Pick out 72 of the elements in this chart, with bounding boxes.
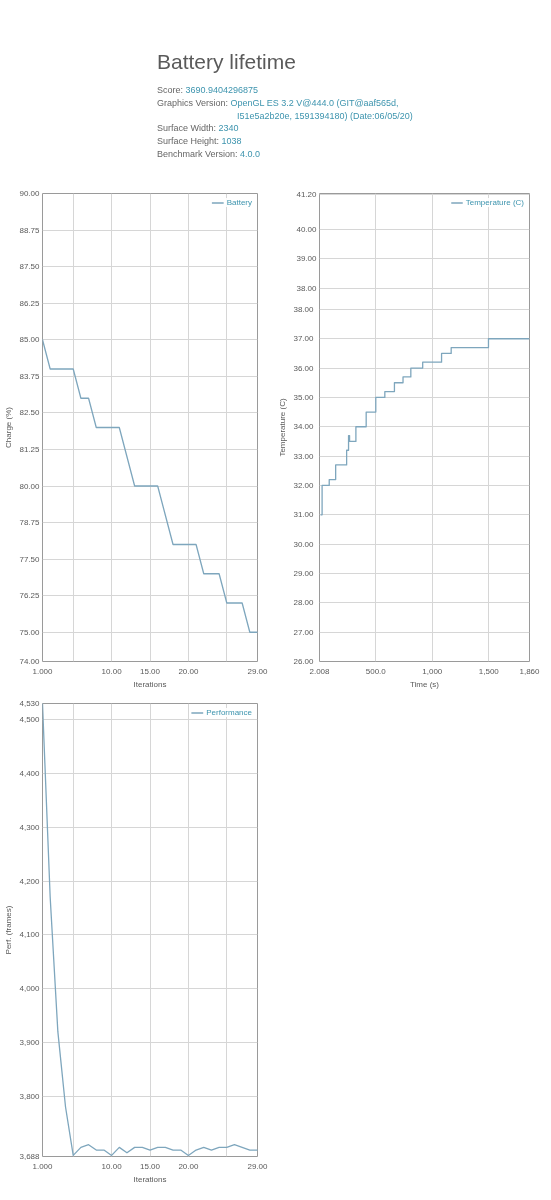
y-tick-label: 78.75	[19, 518, 41, 528]
line-series	[42, 703, 258, 1157]
x-tick-label: 1.000	[32, 666, 54, 676]
y-tick-label: 74.00	[19, 657, 41, 666]
x-axis-title: Iterations	[133, 1174, 167, 1184]
y-tick-label: 26.00	[293, 657, 315, 666]
y2-tick-label: 41.20	[296, 189, 318, 199]
y-axis-title: Charge (%)	[4, 406, 14, 448]
x-tick-label: 20.00	[178, 666, 199, 676]
y-tick-label: 31.00	[293, 510, 315, 520]
y-tick-label: 4,300	[19, 822, 41, 832]
y-tick-label: 36.00	[293, 363, 315, 373]
legend-label: Performance	[206, 708, 252, 717]
line-series	[42, 339, 258, 633]
text: Score: 3690.9404296875	[157, 85, 259, 95]
y-tick-label: 35.00	[293, 392, 315, 402]
x-tick-label: 29.00	[247, 1161, 269, 1171]
y-tick-label: 30.00	[293, 539, 315, 549]
y-tick-label: 88.75	[19, 225, 41, 235]
x-tick-label: 10.00	[101, 666, 123, 676]
text: Graphics Version: OpenGL ES 3.2 V@444.0 (GIT@aaf565d, I51e5a2b20e, 1591394180) (Date:06/05/20)	[157, 97, 413, 121]
y2-tick-label: 39.00	[296, 254, 318, 264]
y-tick-label: 86.25	[19, 298, 41, 308]
y2-tick-label: 40.00	[296, 225, 318, 235]
text: Benchmark Version: 4.0.0	[157, 148, 261, 159]
y-tick-label: 76.25	[19, 591, 41, 601]
y-tick-label: 4,100	[19, 930, 41, 940]
y-tick-label: 37.00	[293, 334, 315, 344]
y-tick-label: 28.00	[293, 598, 315, 608]
y-axis-title: Perf. (frames)	[4, 905, 14, 955]
legend-label: Battery	[226, 198, 252, 207]
y-tick-label: 33.00	[293, 451, 315, 461]
text: Surface Width: 2340	[157, 123, 239, 134]
y-tick-label: 29.00	[293, 568, 315, 578]
x-tick-label: 15.00	[139, 1161, 161, 1171]
x-tick-label: 1,500	[478, 666, 500, 676]
y-tick-label: 38.00	[293, 304, 315, 314]
y-tick-label: 4,530	[19, 699, 41, 708]
y-tick-label: 82.50	[19, 408, 41, 418]
y-tick-label: 3,800	[19, 1091, 41, 1101]
y-tick-label: 85.00	[19, 335, 41, 345]
x-axis-title: Time (s)	[409, 679, 440, 689]
text: Surface Height: 1038	[157, 136, 242, 147]
y-tick-label: 4,200	[19, 876, 41, 886]
x-tick-label: 1,860	[519, 666, 541, 676]
x-tick-label: 1,000	[422, 666, 443, 676]
y-tick-label: 4,000	[19, 984, 41, 994]
y-tick-label: 87.50	[19, 262, 41, 272]
x-tick-label: 1.000	[32, 1161, 54, 1171]
x-tick-label: 29.00	[247, 666, 269, 676]
y-tick-label: 27.00	[293, 627, 315, 637]
x-tick-label: 500.0	[365, 666, 387, 676]
y-tick-label: 83.75	[19, 371, 41, 381]
x-tick-label: 10.00	[101, 1161, 123, 1171]
y-tick-label: 32.00	[293, 480, 315, 490]
y-tick-label: 75.00	[19, 627, 41, 637]
chart-title: Battery lifetime	[157, 49, 297, 74]
y-tick-label: 3,900	[19, 1037, 41, 1047]
x-axis-title: Iterations	[133, 679, 167, 689]
x-tick-label: 2.008	[309, 666, 331, 676]
y-tick-label: 3,688	[19, 1152, 41, 1161]
y-tick-label: 81.25	[19, 444, 41, 454]
x-tick-label: 15.00	[139, 666, 161, 676]
y-tick-label: 90.00	[19, 189, 41, 198]
y-tick-label: 34.00	[293, 422, 315, 432]
x-tick-label: 20.00	[178, 1161, 199, 1171]
y-tick-label: 77.50	[19, 554, 41, 564]
y-tick-label: 4,400	[19, 768, 41, 778]
y-axis-title: Temperature (C)	[278, 398, 288, 457]
y-tick-label: 4,500	[19, 715, 41, 725]
legend-label: Temperature (C)	[465, 198, 524, 207]
y-tick-label: 80.00	[19, 481, 41, 491]
